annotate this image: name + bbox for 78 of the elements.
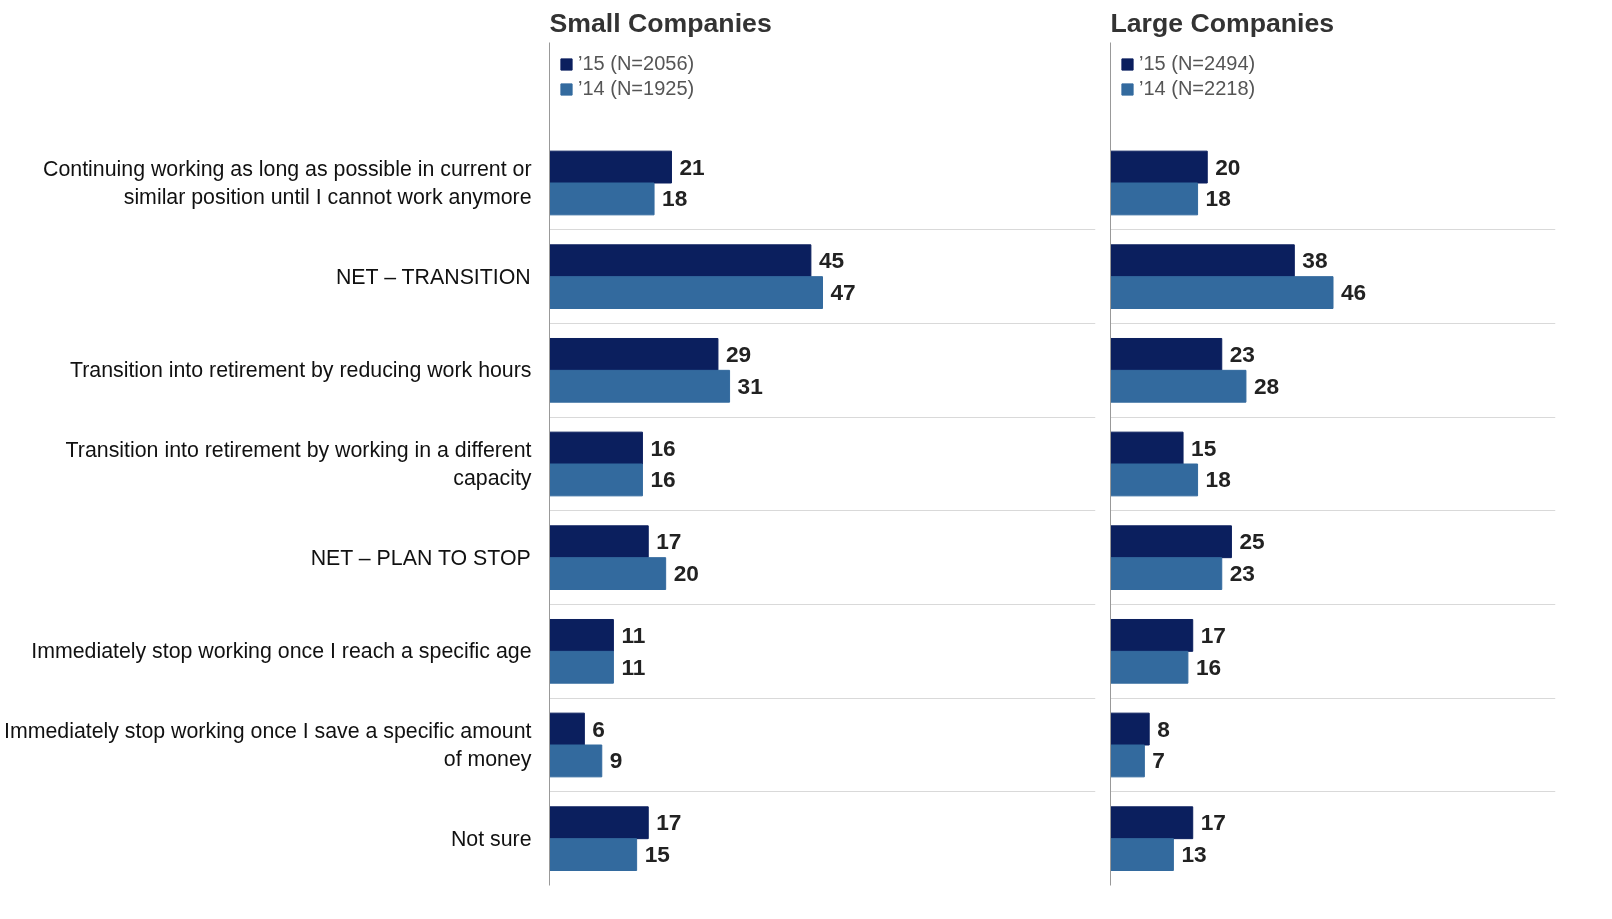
data-label: 31 — [737, 372, 763, 399]
bar — [549, 337, 719, 371]
y-tick-label: Immediately stop working once I reach a specific age — [31, 639, 532, 664]
data-label: 8 — [1157, 715, 1170, 742]
data-label: 25 — [1239, 528, 1265, 555]
legend-label: ’14 (N=1925) — [578, 77, 695, 100]
y-tick-label: Transition into retirement by working in a different capacity — [65, 437, 532, 491]
bar — [1110, 744, 1145, 778]
bar — [1110, 337, 1223, 371]
data-label: 18 — [1205, 185, 1231, 212]
y-tick-label: Immediately stop working once I save a specific amount of money — [3, 718, 532, 772]
data-label: 15 — [1191, 434, 1217, 461]
legend-label: ’15 (N=2056) — [578, 52, 695, 75]
data-label: 16 — [650, 434, 676, 461]
bar — [1110, 276, 1334, 310]
data-label: 6 — [592, 715, 605, 742]
bar — [1110, 650, 1189, 684]
bar — [1110, 557, 1223, 591]
y-tick-label: Continuing working as long as possible in current or similar position until I cannot work anymore — [43, 156, 532, 210]
data-label: 28 — [1253, 372, 1280, 399]
bar — [1110, 618, 1194, 652]
bar — [549, 650, 614, 684]
bar — [549, 744, 603, 778]
data-label: 16 — [1195, 653, 1222, 680]
y-tick-label: NET – TRANSITION — [335, 264, 531, 289]
bar — [1110, 525, 1232, 559]
y-tick-label: Transition into retirement by reducing work hours — [69, 358, 532, 383]
chart-title: Large Companies — [1110, 7, 1335, 38]
data-label: 7 — [1152, 747, 1165, 774]
data-label: 23 — [1229, 340, 1255, 367]
data-label: 46 — [1341, 279, 1367, 306]
bar — [1110, 431, 1184, 465]
bar — [1110, 369, 1247, 403]
bar — [549, 244, 812, 278]
bar — [1110, 712, 1150, 746]
data-label: 20 — [673, 560, 699, 587]
data-label: 38 — [1302, 247, 1328, 274]
bar — [549, 806, 649, 840]
bar — [549, 618, 614, 652]
y-tick-label: Not sure — [450, 826, 532, 851]
data-label: 13 — [1181, 841, 1207, 868]
data-label: 18 — [662, 185, 688, 212]
bar — [549, 150, 672, 184]
data-label: 9 — [609, 747, 623, 774]
bar — [549, 557, 667, 591]
data-label: 16 — [650, 466, 676, 493]
chart-title: Small Companies — [549, 7, 772, 38]
data-label: 17 — [1200, 621, 1226, 648]
bar — [1110, 806, 1194, 840]
data-label: 23 — [1229, 560, 1255, 587]
bar — [549, 525, 649, 559]
bar — [549, 276, 823, 310]
bar — [1110, 150, 1208, 184]
bar — [549, 182, 655, 216]
bar — [549, 431, 643, 465]
data-label: 17 — [656, 528, 682, 555]
legend-label: ’15 (N=2494) — [1139, 52, 1256, 75]
data-label: 21 — [679, 153, 705, 180]
bar — [549, 369, 731, 403]
bar — [1110, 182, 1199, 216]
data-label: 47 — [830, 279, 856, 306]
bar — [1110, 463, 1199, 497]
y-tick-label: NET – PLAN TO STOP — [310, 545, 531, 570]
legend-label: ’14 (N=2218) — [1139, 77, 1256, 100]
bar — [549, 712, 585, 746]
data-label: 11 — [621, 621, 646, 648]
bar — [549, 838, 638, 872]
data-label: 20 — [1215, 153, 1241, 180]
data-label: 18 — [1205, 466, 1231, 493]
data-label: 11 — [621, 653, 646, 680]
bar — [1110, 838, 1174, 872]
data-label: 45 — [818, 247, 845, 274]
bar — [1110, 244, 1295, 278]
data-label: 17 — [656, 809, 682, 836]
bar — [549, 463, 643, 497]
data-label: 17 — [1200, 809, 1226, 836]
data-label: 29 — [725, 340, 752, 367]
data-label: 15 — [644, 841, 670, 868]
